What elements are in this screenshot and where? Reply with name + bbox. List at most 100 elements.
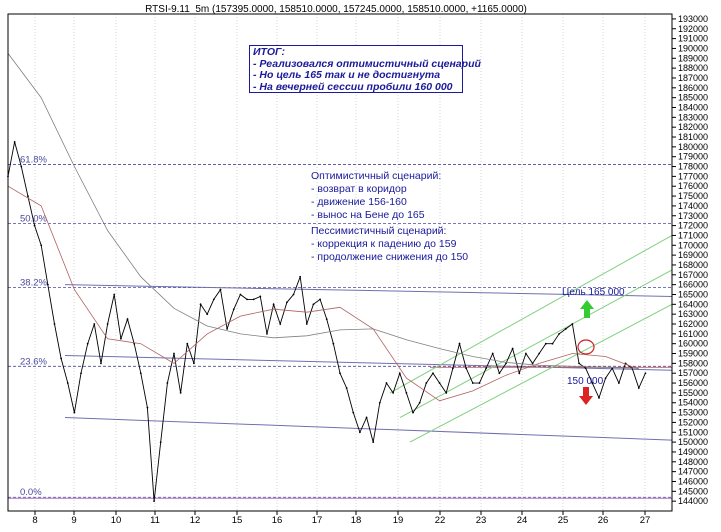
price-point [551,342,554,345]
price-point [451,367,454,370]
y-tick-label: 193000 [678,14,708,24]
price-point [193,362,195,365]
y-tick-label: 180000 [678,142,708,152]
y-tick-label: 183000 [678,112,708,122]
y-tick-label: 178000 [678,162,708,172]
price-point [27,195,29,197]
price-point [259,295,262,298]
y-tick-label: 190000 [678,43,708,53]
y-tick-label: 174000 [678,201,708,211]
price-point [80,372,82,375]
price-point [359,431,361,434]
price-point [226,328,229,330]
price-point [498,372,501,375]
price-point [186,342,189,345]
price-point [558,332,561,335]
price-point [232,308,235,311]
chart-title: RTSI-9.11_5m (157395.0000, 158510.0000, … [145,4,527,15]
y-tick-label: 163000 [678,309,708,319]
price-point [299,275,302,278]
y-tick-label: 186000 [678,83,708,93]
price-point [126,318,129,320]
price-point [252,298,255,301]
y-tick-label: 164000 [678,299,708,309]
price-point [33,224,36,227]
fib-level-label: 61.8% [20,155,47,166]
price-point [106,323,109,325]
x-tick-label: 8 [32,515,37,526]
price-point [312,303,315,306]
x-tick-label: 22 [435,515,446,526]
price-point [266,332,268,335]
price-point [93,323,96,325]
price-point [571,323,574,325]
y-tick-label: 165000 [678,289,708,299]
price-point [166,382,169,384]
y-tick-label: 189000 [678,53,708,63]
price-point [372,441,375,444]
y-tick-label: 146000 [678,476,708,486]
ma-fast-line [7,185,639,402]
price-point [292,293,295,296]
price-point [544,342,547,345]
price-point [438,382,441,384]
price-point [159,441,162,444]
y-tick-label: 156000 [678,378,708,388]
optimistic-scenario: Оптимистичный сценарий: - возврат в кори… [311,170,441,222]
pessimistic-line: - коррекция к падению до 159 [311,238,457,250]
price-point [478,382,481,384]
price-point [525,352,527,355]
y-tick-label: 152000 [678,417,708,427]
target-up-label: Цель 165 000 [562,287,625,298]
y-tick-label: 188000 [678,63,708,73]
optimistic-line: - вынос на Бене до 165 [311,209,425,221]
price-point [113,293,116,296]
price-point [319,298,321,301]
y-tick-label: 166000 [678,280,708,290]
price-point [199,303,202,306]
price-point [591,382,594,384]
y-tick-label: 168000 [678,260,708,270]
lower-trendline [64,417,673,441]
price-point [179,392,182,394]
x-tick-label: 17 [312,515,323,526]
price-point [46,283,49,286]
y-tick-label: 185000 [678,93,708,103]
upper-trendline [64,284,673,297]
price-point [305,323,308,325]
fib-level-label: 50.0% [20,214,47,225]
price-point [325,318,328,320]
price-point [272,303,275,306]
fib-level-label: 23.6% [20,356,47,367]
price-point [518,372,521,375]
y-tick-label: 150000 [678,437,708,447]
price-point [491,352,494,355]
price-point [20,165,23,168]
y-tick-label: 144000 [678,496,708,506]
price-point [485,367,487,370]
summary-line: - Реализовался оптимистичный сценарий [253,57,481,70]
summary-box: ИТОГ: - Реализовался оптимистичный сцена… [249,45,481,93]
summary-line: - На вечерней сессии пробили 160 000 [253,80,453,93]
y-tick-label: 162000 [678,319,708,329]
x-tick-label: 12 [190,515,201,526]
channel-middle-line [399,269,673,418]
price-point [425,382,428,384]
ma-slow-line [7,53,639,369]
y-tick-label: 148000 [678,457,708,467]
price-point [471,382,474,384]
price-point [458,342,461,345]
price-point [53,323,56,325]
y-tick-label: 157000 [678,368,708,378]
y-tick-label: 179000 [678,152,708,162]
x-tick-label: 23 [476,515,487,526]
price-point [365,416,368,419]
y-tick-label: 167000 [678,270,708,280]
price-point [212,298,215,301]
price-point [66,382,69,384]
x-tick-label: 19 [393,515,404,526]
target-down-label: 150 000 [567,376,604,387]
y-tick-label: 172000 [678,221,708,231]
